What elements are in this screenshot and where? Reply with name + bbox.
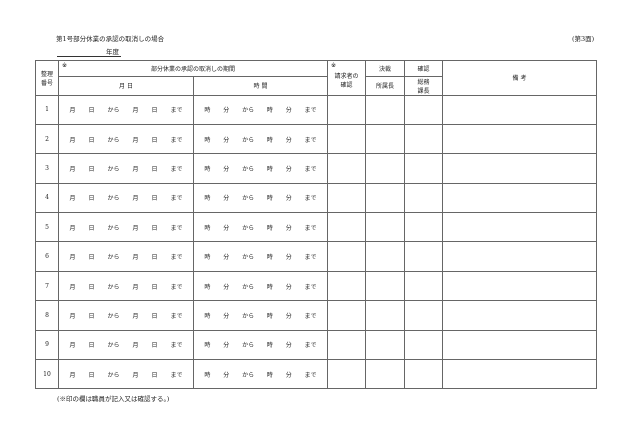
header-period: ※ 部分休業の承認の取消しの期間 [58,60,328,77]
requester-confirm-cell[interactable] [327,300,366,331]
director-cell[interactable] [365,241,405,272]
time-range-cell[interactable]: 時分から時分まで [193,329,328,361]
footnote: (※印の欄は職員が記入又は確認する。) [57,395,170,403]
row-number: 3 [35,153,59,184]
header-remarks: 備 考 [442,60,597,96]
general-affairs-chief-cell[interactable] [404,94,443,125]
table-row: 10 月日から月日まで 時分から時分まで [35,359,597,390]
remarks-cell[interactable] [442,94,597,125]
table-row: 6 月日から月日まで 時分から時分まで [35,241,597,272]
row-number: 5 [35,212,59,243]
header-general-affairs-chief: 総務課長 [404,75,443,96]
row-number: 9 [35,329,59,361]
director-cell[interactable] [365,300,405,331]
requester-confirm-cell[interactable] [327,123,366,155]
remarks-cell[interactable] [442,359,597,390]
director-cell[interactable] [365,123,405,155]
table-row: 9 月日から月日まで 時分から時分まで [35,329,597,361]
date-range-cell[interactable]: 月日から月日まで [58,329,194,361]
row-number: 8 [35,300,59,331]
requester-confirm-cell[interactable] [327,94,366,125]
time-range-cell[interactable]: 時分から時分まで [193,94,328,125]
general-affairs-chief-cell[interactable] [404,329,443,361]
form-title: 第1号部分休業の承認の取消しの場合 [56,35,165,43]
date-range-cell[interactable]: 月日から月日まで [58,270,194,302]
requester-confirm-cell[interactable] [327,241,366,272]
time-range-cell[interactable]: 時分から時分まで [193,300,328,331]
table-row: 3 月日から月日まで 時分から時分まで [35,153,597,184]
year-field[interactable]: 年度 [57,46,121,57]
general-affairs-chief-cell[interactable] [404,241,443,272]
time-range-cell[interactable]: 時分から時分まで [193,123,328,155]
time-range-cell[interactable]: 時分から時分まで [193,359,328,390]
remarks-cell[interactable] [442,241,597,272]
remarks-cell[interactable] [442,182,597,214]
header-time: 時 間 [193,75,328,96]
remarks-cell[interactable] [442,300,597,331]
row-number: 6 [35,241,59,272]
remarks-cell[interactable] [442,212,597,243]
year-label: 年度 [106,48,119,56]
header-requester-confirm: ※ 請求者の確認 [327,60,366,96]
header-number: 整理番号 [35,60,59,96]
general-affairs-chief-cell[interactable] [404,300,443,331]
remarks-cell[interactable] [442,270,597,302]
general-affairs-chief-cell[interactable] [404,153,443,184]
director-cell[interactable] [365,153,405,184]
time-range-cell[interactable]: 時分から時分まで [193,182,328,214]
table-row: 7 月日から月日まで 時分から時分まで [35,270,597,302]
date-range-cell[interactable]: 月日から月日まで [58,241,194,272]
table-row: 2 月日から月日まで 時分から時分まで [35,123,597,155]
header-month-day: 月 日 [58,75,194,96]
table-row: 4 月日から月日まで 時分から時分まで [35,182,597,214]
row-number: 10 [35,359,59,390]
header-decision: 決裁 [365,60,405,77]
header-director: 所属長 [365,75,405,96]
director-cell[interactable] [365,212,405,243]
requester-confirm-cell[interactable] [327,212,366,243]
requester-confirm-cell[interactable] [327,153,366,184]
table-row: 1 月日から月日まで 時分から時分まで [35,94,597,125]
table-row: 8 月日から月日まで 時分から時分まで [35,300,597,331]
time-range-cell[interactable]: 時分から時分まで [193,270,328,302]
date-range-cell[interactable]: 月日から月日まで [58,300,194,331]
row-number: 7 [35,270,59,302]
director-cell[interactable] [365,359,405,390]
date-range-cell[interactable]: 月日から月日まで [58,153,194,184]
time-range-cell[interactable]: 時分から時分まで [193,153,328,184]
director-cell[interactable] [365,270,405,302]
requester-confirm-cell[interactable] [327,270,366,302]
remarks-cell[interactable] [442,123,597,155]
general-affairs-chief-cell[interactable] [404,212,443,243]
general-affairs-chief-cell[interactable] [404,123,443,155]
cancellation-table: 整理番号 ※ 部分休業の承認の取消しの期間 ※ 請求者の確認 決裁 確認 備 考 月… [35,60,597,390]
requester-confirm-cell[interactable] [327,359,366,390]
header-confirm: 確認 [404,60,443,77]
time-range-cell[interactable]: 時分から時分まで [193,241,328,272]
date-range-cell[interactable]: 月日から月日まで [58,182,194,214]
table-row: 5 月日から月日まで 時分から時分まで [35,212,597,243]
remarks-cell[interactable] [442,329,597,361]
page-label: (第3面) [572,35,595,43]
row-number: 2 [35,123,59,155]
director-cell[interactable] [365,182,405,214]
date-range-cell[interactable]: 月日から月日まで [58,94,194,125]
requester-confirm-cell[interactable] [327,329,366,361]
remarks-cell[interactable] [442,153,597,184]
date-range-cell[interactable]: 月日から月日まで [58,123,194,155]
general-affairs-chief-cell[interactable] [404,359,443,390]
row-number: 4 [35,182,59,214]
general-affairs-chief-cell[interactable] [404,270,443,302]
date-range-cell[interactable]: 月日から月日まで [58,359,194,390]
row-number: 1 [35,94,59,125]
general-affairs-chief-cell[interactable] [404,182,443,214]
time-range-cell[interactable]: 時分から時分まで [193,212,328,243]
director-cell[interactable] [365,94,405,125]
director-cell[interactable] [365,329,405,361]
requester-confirm-cell[interactable] [327,182,366,214]
date-range-cell[interactable]: 月日から月日まで [58,212,194,243]
